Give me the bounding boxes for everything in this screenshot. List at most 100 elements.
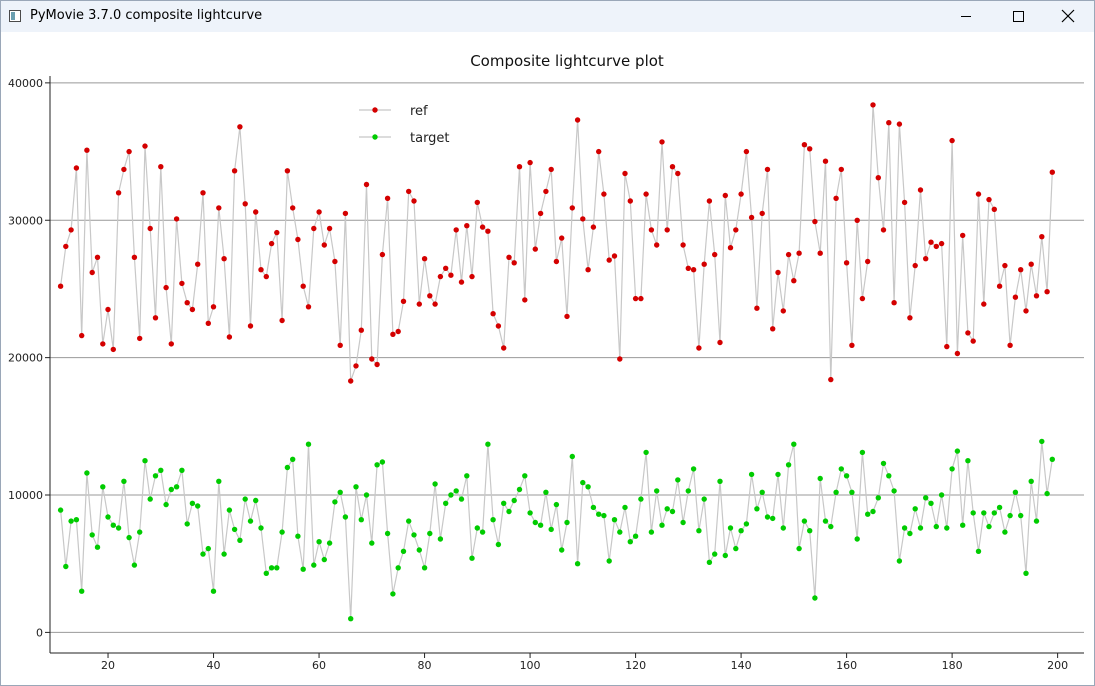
data-point-target [596, 511, 602, 517]
data-point-ref [928, 239, 934, 245]
data-point-ref [580, 216, 586, 222]
data-point-ref [870, 102, 876, 108]
data-point-ref [543, 188, 549, 195]
axes: 0 10000 20000 30000 40000 20 40 60 80 100 120 140 16… [8, 76, 1084, 672]
data-point-ref [896, 121, 903, 127]
data-point-target [880, 460, 887, 467]
data-point-ref [390, 331, 396, 337]
data-point-target [79, 588, 85, 594]
y-tick-label: 0 [36, 626, 43, 639]
data-point-ref [1007, 342, 1013, 348]
data-point-ref [1023, 308, 1029, 314]
data-point-target [369, 540, 375, 546]
data-point-ref [891, 300, 897, 306]
data-point-target [305, 441, 312, 447]
data-point-ref [200, 190, 206, 196]
data-point-ref [1028, 261, 1034, 267]
data-point-target [537, 522, 544, 528]
data-point-ref [1049, 169, 1056, 175]
data-point-target [290, 456, 296, 462]
data-point-target [759, 489, 765, 495]
data-point-ref [833, 195, 839, 201]
data-point-target [696, 528, 702, 534]
data-point-target [933, 523, 939, 530]
data-point-ref [632, 295, 639, 302]
data-point-target [73, 517, 80, 523]
data-point-target [611, 517, 618, 523]
data-point-target [896, 558, 903, 564]
data-point-ref [917, 187, 924, 193]
data-point-ref [617, 356, 623, 362]
data-point-target [743, 521, 750, 527]
data-point-target [321, 556, 327, 563]
data-point-target [812, 595, 818, 601]
data-point-target [580, 479, 586, 486]
close-button[interactable] [1044, 1, 1090, 32]
data-point-ref [284, 168, 291, 174]
data-point-ref [337, 342, 343, 348]
series-line-ref [60, 104, 1053, 382]
data-point-ref [748, 214, 755, 221]
data-point-target [548, 526, 554, 533]
data-point-ref [638, 295, 644, 302]
data-point-ref [126, 148, 132, 155]
data-point-target [938, 492, 945, 498]
data-point-ref [173, 216, 180, 222]
data-point-ref [559, 235, 565, 241]
data-point-target [68, 518, 74, 524]
data-point-ref [253, 209, 259, 215]
data-point-ref [654, 242, 660, 248]
data-point-ref [843, 260, 850, 266]
data-point-ref [316, 209, 322, 215]
data-point-target [675, 477, 681, 483]
minimize-button[interactable] [943, 1, 989, 32]
data-point-ref [880, 227, 887, 233]
maximize-button[interactable] [995, 1, 1041, 32]
x-tick-label: 160 [836, 659, 857, 672]
data-point-target [791, 441, 797, 447]
data-point-ref [416, 301, 422, 307]
data-point-ref [290, 205, 296, 211]
data-point-ref [110, 346, 117, 353]
data-point-ref [348, 378, 354, 384]
data-point-target [326, 540, 333, 546]
data-point-target [654, 488, 660, 494]
data-point-target [923, 495, 929, 501]
data-point-target [363, 492, 370, 498]
data-point-target [849, 489, 855, 495]
data-point-ref [189, 306, 196, 313]
title-bar[interactable]: PyMovie 3.7.0 composite lightcurve [1, 1, 1094, 32]
plot-area[interactable]: Composite lightcurve plot 0 10000 20000 300… [1, 33, 1094, 685]
data-point-ref [722, 192, 728, 199]
data-point-target [432, 481, 438, 487]
data-point-ref [152, 315, 159, 321]
data-point-target [485, 441, 491, 447]
data-point-ref [780, 308, 786, 314]
data-point-ref [838, 166, 844, 173]
data-point-target [184, 521, 190, 527]
data-point-target [353, 484, 359, 490]
data-point-ref [791, 278, 797, 284]
data-point-target [701, 496, 707, 502]
data-point-target [1002, 529, 1008, 535]
lightcurve-chart[interactable]: Composite lightcurve plot 0 10000 20000 300… [1, 33, 1094, 685]
x-tick-label: 140 [731, 659, 752, 672]
data-point-ref [706, 198, 713, 204]
x-tick-label: 180 [942, 659, 963, 672]
data-point-ref [263, 273, 269, 280]
data-point-ref [949, 137, 955, 144]
data-point-target [828, 523, 834, 530]
data-point-ref [648, 227, 655, 233]
data-point-ref [179, 280, 185, 287]
data-point-target [284, 464, 291, 471]
data-point-ref [590, 224, 597, 230]
data-point-ref [379, 251, 386, 258]
data-point-ref [274, 229, 280, 236]
data-point-ref [986, 196, 992, 203]
data-point-target [437, 536, 444, 542]
data-point-target [458, 496, 465, 502]
data-point-target [253, 497, 259, 504]
data-point-ref [268, 240, 275, 247]
data-point-ref [596, 148, 602, 155]
